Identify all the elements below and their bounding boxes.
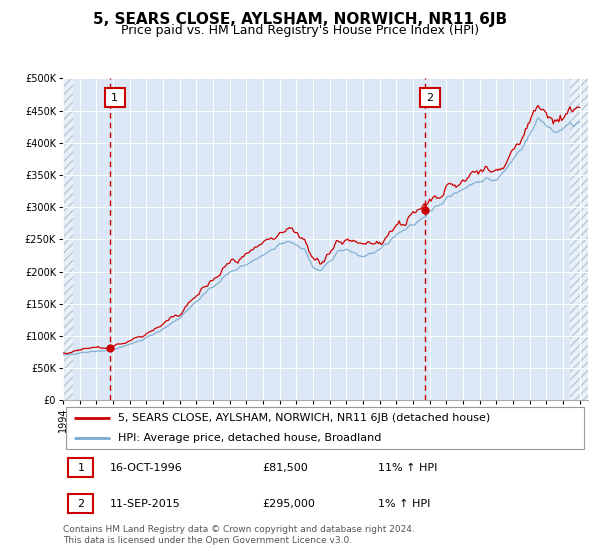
Text: 1: 1 (111, 93, 118, 102)
Text: HPI: Average price, detached house, Broadland: HPI: Average price, detached house, Broa… (118, 433, 382, 443)
Text: £295,000: £295,000 (263, 499, 316, 509)
FancyBboxPatch shape (419, 88, 440, 108)
FancyBboxPatch shape (65, 407, 584, 449)
Text: 11% ↑ HPI: 11% ↑ HPI (378, 463, 437, 473)
Text: Contains HM Land Registry data © Crown copyright and database right 2024.
This d: Contains HM Land Registry data © Crown c… (63, 525, 415, 545)
Text: 1: 1 (77, 463, 85, 473)
Polygon shape (570, 78, 588, 400)
Text: £81,500: £81,500 (263, 463, 308, 473)
Text: 16-OCT-1996: 16-OCT-1996 (110, 463, 183, 473)
Text: 2: 2 (77, 499, 85, 509)
FancyBboxPatch shape (104, 88, 125, 108)
FancyBboxPatch shape (68, 494, 94, 514)
Polygon shape (63, 78, 73, 400)
Text: Price paid vs. HM Land Registry's House Price Index (HPI): Price paid vs. HM Land Registry's House … (121, 24, 479, 37)
Text: 5, SEARS CLOSE, AYLSHAM, NORWICH, NR11 6JB (detached house): 5, SEARS CLOSE, AYLSHAM, NORWICH, NR11 6… (118, 413, 490, 423)
Text: 11-SEP-2015: 11-SEP-2015 (110, 499, 181, 509)
Text: 2: 2 (426, 93, 433, 102)
FancyBboxPatch shape (68, 458, 94, 478)
Text: 1% ↑ HPI: 1% ↑ HPI (378, 499, 430, 509)
Text: 5, SEARS CLOSE, AYLSHAM, NORWICH, NR11 6JB: 5, SEARS CLOSE, AYLSHAM, NORWICH, NR11 6… (93, 12, 507, 27)
